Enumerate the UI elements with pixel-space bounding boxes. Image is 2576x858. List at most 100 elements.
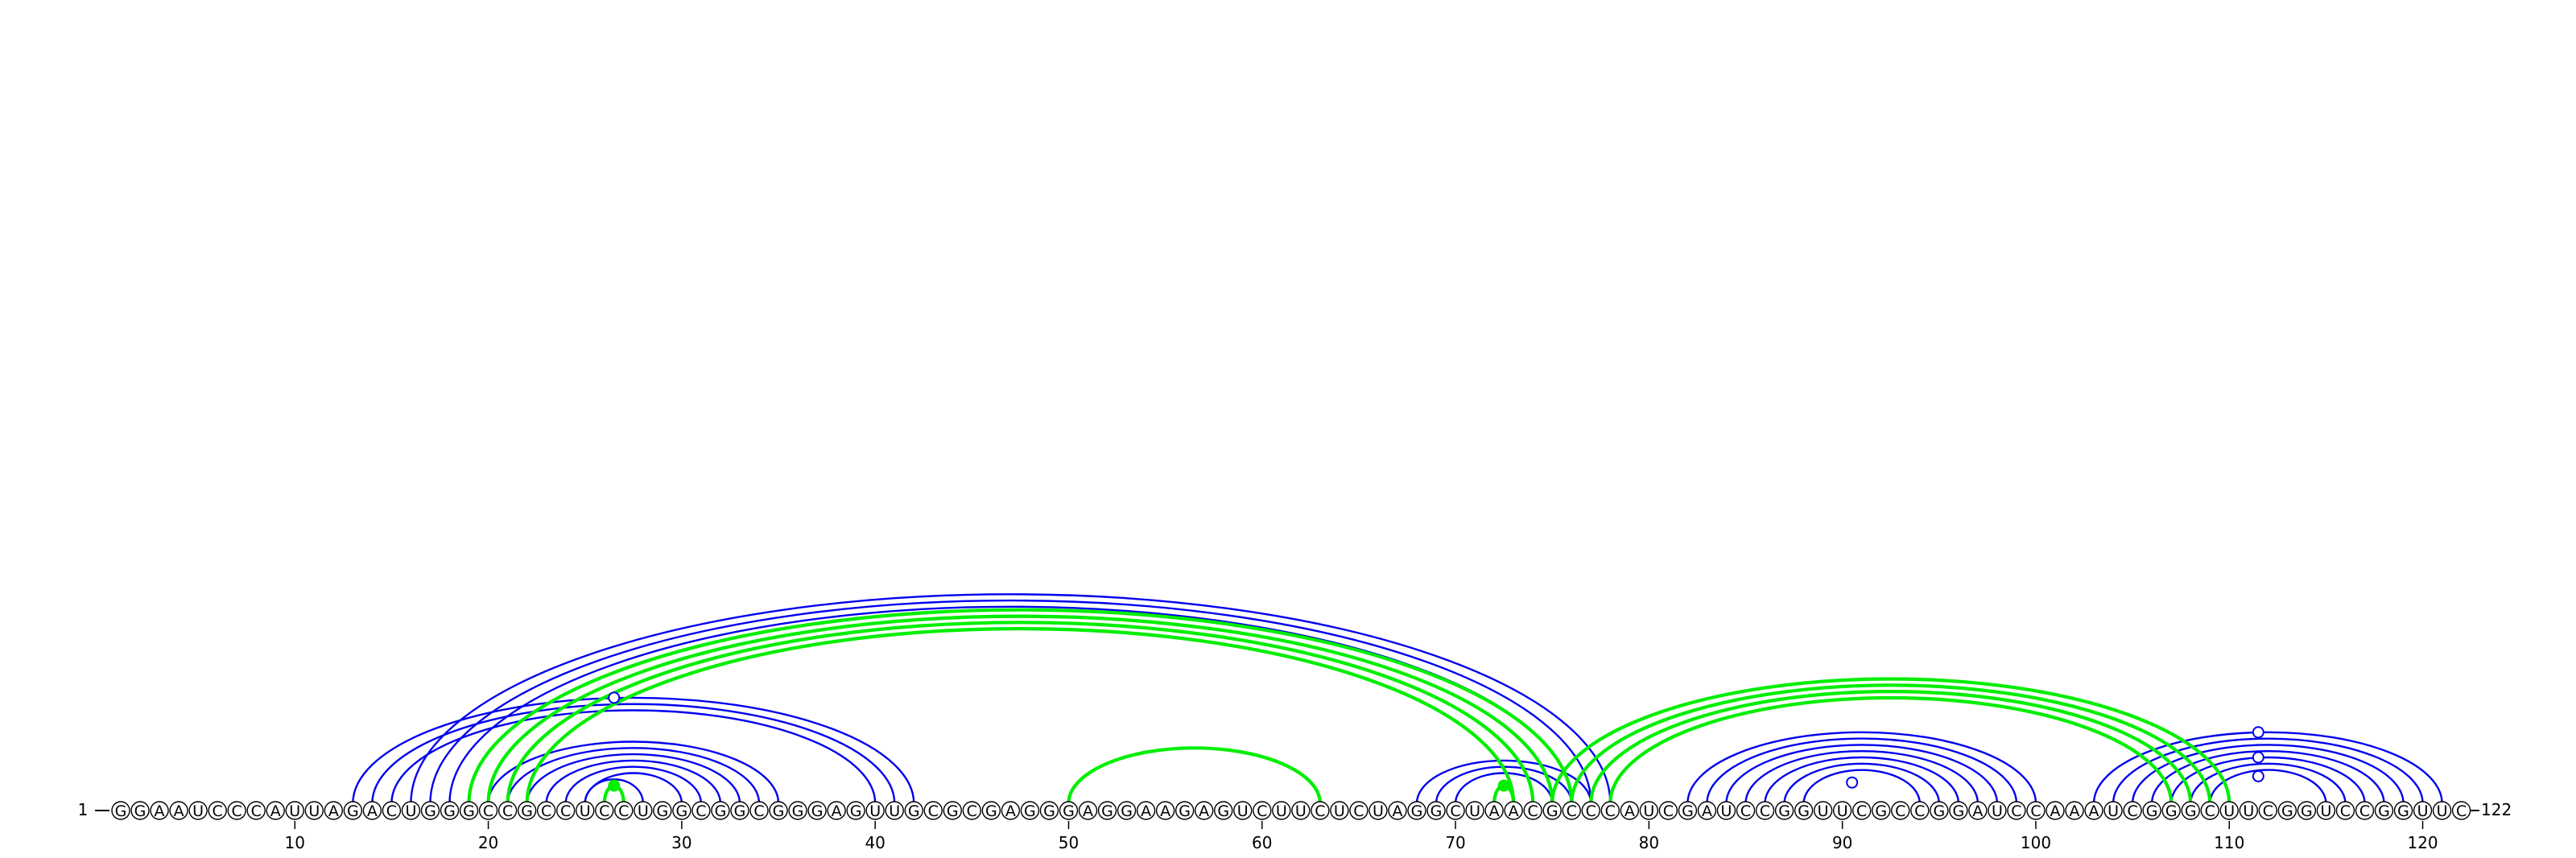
start-label: 1 (78, 800, 89, 819)
nucleotide-letter: G (134, 802, 147, 820)
nucleotide-letter: A (1160, 802, 1170, 820)
nucleotide-letter: G (2165, 802, 2178, 820)
nucleotide-letter: C (696, 802, 706, 820)
nucleotide-letter: G (1682, 802, 1694, 820)
nucleotide-letter: C (386, 802, 397, 820)
nucleotide-letter: G (2281, 802, 2293, 820)
nucleotide-letter: A (1972, 802, 1983, 820)
nucleotide-circle (208, 801, 227, 820)
nucleotide-circle (304, 801, 324, 820)
nucleotide-circle (1136, 801, 1156, 820)
nucleotide-circle (1755, 801, 1775, 820)
nucleotide-letter: G (463, 802, 475, 820)
tick-label: 10 (285, 833, 305, 852)
nucleotide-circle (2413, 801, 2433, 820)
nucleotide-letter: A (1005, 802, 1016, 820)
nucleotide-letter: C (753, 802, 764, 820)
nucleotide-circle (1562, 801, 1581, 820)
tick-label: 110 (2214, 833, 2244, 852)
nucleotide-letter: A (1489, 802, 1500, 820)
nucleotide-letter: U (869, 802, 881, 820)
nucleotide-circle (865, 801, 885, 820)
nucleotide-circle (246, 801, 266, 820)
nucleotide-circle (1291, 801, 1311, 820)
pair-arc-green (486, 614, 1554, 804)
nucleotide-letter: C (928, 802, 939, 820)
nucleotide-letter: G (1778, 802, 1790, 820)
pair-arc-blue (2190, 762, 2347, 804)
nucleotide-circle (1678, 801, 1698, 820)
nucleotide-circle (1620, 801, 1640, 820)
nucleotide-circle (1368, 801, 1388, 820)
nucleotide-letter: U (2107, 802, 2119, 820)
nucleotide-circle (478, 801, 498, 820)
nucleotide-letter: C (618, 802, 629, 820)
nucleotide-letter: A (1392, 802, 1402, 820)
nucleotide-circle (1446, 801, 1465, 820)
nucleotide-letter: U (289, 802, 300, 820)
nucleotide-circle (2123, 801, 2142, 820)
nucleotide-letter: U (405, 802, 416, 820)
nucleotide-letter: C (1315, 802, 1325, 820)
nucleotide-circle (1910, 801, 1930, 820)
nucleotide-circle (2374, 801, 2394, 820)
nucleotide-letter: G (1546, 802, 1558, 820)
nucleotide-circle (169, 801, 188, 820)
nucleotide-letter: C (1663, 802, 1674, 820)
nucleotide-letter: G (947, 802, 959, 820)
nucleotide-letter: U (2417, 802, 2429, 820)
nucleotide-circle (981, 801, 1001, 820)
nucleotide-letter: U (308, 802, 320, 820)
nucleotide-circle (1697, 801, 1717, 820)
loop-marker (2252, 751, 2264, 764)
nucleotide-letter: U (1295, 802, 1307, 820)
pair-arc-green (1067, 746, 1322, 804)
pair-arc-green (1570, 683, 2212, 804)
pair-arc-blue (487, 740, 780, 804)
tick-label: 70 (1445, 833, 1465, 852)
pair-arc-green (525, 627, 1516, 804)
nucleotide-letter: A (328, 802, 339, 820)
pair-arc-blue (1802, 769, 1921, 804)
nucleotide-letter: A (2089, 802, 2099, 820)
nucleotide-circle (943, 801, 962, 820)
pair-arc-blue (2092, 731, 2443, 804)
nucleotide-letter: G (656, 802, 668, 820)
nucleotide-circle (1039, 801, 1059, 820)
backbone: 1 122 (78, 800, 2512, 819)
nucleotide-circle (1852, 801, 1872, 820)
nucleotide-letter: U (192, 802, 204, 820)
nucleotide-circle (1794, 801, 1814, 820)
tick-label: 20 (478, 833, 498, 852)
nucleotide-circle (1600, 801, 1620, 820)
nucleotide-letter: U (889, 802, 900, 820)
nucleotide-circle (1117, 801, 1137, 820)
nucleotide-circle (2007, 801, 2026, 820)
nucleotide-circle (2084, 801, 2103, 820)
loop-marker (2252, 769, 2264, 782)
nucleotide-circle (1988, 801, 2007, 820)
nucleotide-circle (827, 801, 846, 820)
nucleotide-letter: U (1373, 802, 1384, 820)
tick-label: 50 (1059, 833, 1079, 852)
nucleotide-letter: G (1933, 802, 1945, 820)
pair-arc-blue (352, 696, 915, 804)
nucleotide-circle (2393, 801, 2413, 820)
nucleotide-letter: G (676, 802, 688, 820)
nucleotide-circle (1813, 801, 1833, 820)
nucleotide-circle (150, 801, 169, 820)
nucleotide-circle (227, 801, 246, 820)
nucleotide-letter: G (1875, 802, 1887, 820)
nucleotide-letter: U (1334, 802, 1345, 820)
nucleotide-letter: C (1450, 802, 1460, 820)
nucleotide-letter: A (174, 802, 184, 820)
tick-label: 120 (2407, 833, 2438, 852)
pair-arc-blue (526, 753, 741, 804)
nucleotide-letter: C (1586, 802, 1596, 820)
nucleotide-circle (807, 801, 827, 820)
nucleotide-circle (1832, 801, 1852, 820)
nucleotide-circle (401, 801, 421, 820)
pair-arc-green (506, 621, 1535, 804)
nucleotide-letter: C (251, 802, 262, 820)
